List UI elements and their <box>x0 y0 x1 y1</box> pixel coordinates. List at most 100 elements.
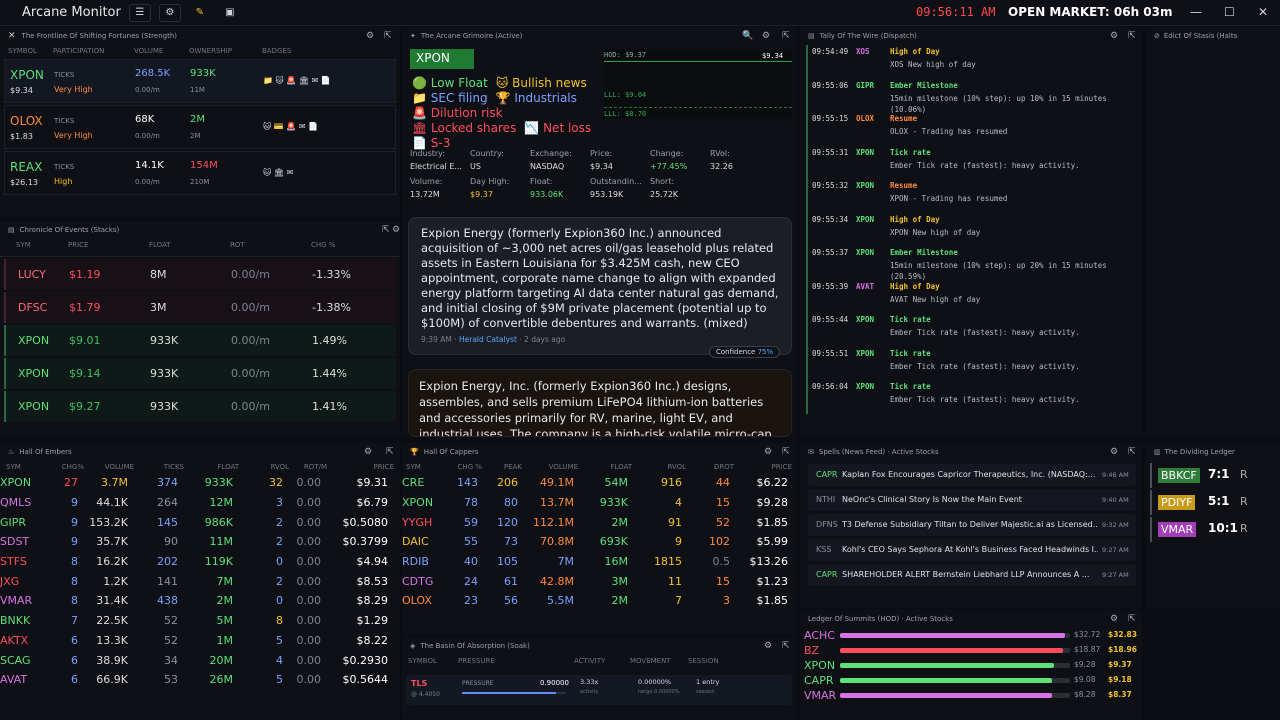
table-cell: 52 <box>164 633 178 647</box>
table-row[interactable]: QMLS 9 44.1K 264 12M 3 0.00 $6.79 <box>0 493 400 513</box>
maximize-icon[interactable]: ☐ <box>1224 5 1235 19</box>
table-row[interactable]: GIPR 9 153.2K 145 986K 2 0.00 $0.5080 <box>0 512 400 532</box>
active-symbol[interactable]: XPON <box>410 49 474 69</box>
gear-icon[interactable]: ⚙ <box>392 225 401 235</box>
table-row[interactable]: REAX $26.13 TICKS High 14.1K 0.00/m 154M 210M 🐱 … <box>4 151 396 195</box>
summit-row[interactable]: VMAR $8.28 $8.37 <box>804 688 1142 703</box>
ledger-item[interactable]: VMAR 10:1 R <box>1150 517 1276 542</box>
wire-item[interactable]: 09:55:06 GIPR Ember Milestone 15min milesto… <box>806 78 1142 114</box>
pin-icon[interactable]: ⇱ <box>384 31 392 41</box>
wire-item[interactable]: 09:54:49 XOS High of Day XOS New high of da… <box>806 45 1142 79</box>
news-item[interactable]: DFNS T3 Defense Subsidiary Tiltan to Deli… <box>808 514 1136 536</box>
table-row[interactable]: RDIB 40 105 7M 16M 1815 0.5 $13.26 <box>402 552 796 572</box>
table-row[interactable]: OLOX 23 56 5.5M 2M 7 3 $1.85 <box>402 591 796 611</box>
wire-item[interactable]: 09:55:32 XPON Resume XPON - Trading has res… <box>806 179 1142 213</box>
table-cell: 7 <box>71 614 78 628</box>
window-icon[interactable]: ▣ <box>225 7 235 18</box>
search-icon[interactable]: 🔍 <box>742 31 754 41</box>
panel-title: Hall Of Cappers <box>423 448 479 456</box>
gear-icon[interactable]: ⚙ <box>764 447 773 457</box>
summit-row[interactable]: BZ $18.87 $18.96 <box>804 643 1142 658</box>
gear-icon[interactable]: ⚙ <box>762 31 771 41</box>
table-row[interactable]: BNKK 7 22.5K 52 5M 8 0.00 $1.29 <box>0 611 400 631</box>
table-row[interactable]: SDST 9 35.7K 90 11M 2 0.00 $0.3799 <box>0 532 400 552</box>
table-row[interactable]: XPON $9.01 933K 0.00/m 1.49% <box>4 325 396 356</box>
wire-item[interactable]: 09:55:34 XPON High of Day XPON New high of … <box>806 212 1142 246</box>
table-row[interactable]: OLOX $1.83 TICKS Very High 68K 0.00/m 2M 2M 🐱 💳 … <box>4 105 396 149</box>
ledger-item[interactable]: PDIYF 5:1 R <box>1150 490 1276 515</box>
wire-item[interactable]: 09:55:37 XPON Ember Milestone 15min milesto… <box>806 246 1142 281</box>
wire-item[interactable]: 09:55:44 XPON Tick rate Ember Tick rate (fa… <box>806 313 1142 347</box>
summit-row[interactable]: XPON $9.28 $9.37 <box>804 658 1142 673</box>
gear-icon[interactable]: ⚙ <box>158 3 181 22</box>
stat-value: 32.26 <box>710 162 733 171</box>
table-row[interactable]: SCAG 6 38.9K 34 20M 4 0.00 $0.2930 <box>0 650 400 670</box>
wire-item[interactable]: 09:56:04 XPON Tick rate Ember Tick rate (fa… <box>806 380 1142 414</box>
wire-item[interactable]: 09:55:39 AVAT High of Day AVAT New high of … <box>806 279 1142 313</box>
pin-icon[interactable]: ⇱ <box>782 447 790 457</box>
wire-symbol: OLOX <box>856 114 875 123</box>
news-card[interactable]: Expion Energy (formerly Expion360 Inc.) … <box>408 217 792 358</box>
table-row[interactable]: XPON $9.27 933K 0.00/m 1.41% <box>4 391 396 422</box>
close-icon[interactable]: ✕ <box>8 31 16 41</box>
wire-time: 09:55:37 <box>812 248 849 257</box>
volume-value: 68K <box>135 114 155 125</box>
minimize-icon[interactable]: — <box>1190 5 1202 19</box>
table-cell: 916 <box>661 476 682 490</box>
wire-headline: High of Day <box>890 281 940 291</box>
gear-icon[interactable]: ⚙ <box>366 31 375 41</box>
table-row[interactable]: DFSC $1.79 3M 0.00/m -1.38% <box>4 292 396 323</box>
table-cell: 13.7M <box>540 496 574 510</box>
table-row[interactable]: AKTX 6 13.3K 52 1M 5 0.00 $8.22 <box>0 631 400 651</box>
table-cell: 6 <box>71 653 78 667</box>
pin-icon[interactable]: ⇱ <box>1128 447 1136 457</box>
table-row[interactable]: VMAR 8 31.4K 438 2M 0 0.00 $8.29 <box>0 591 400 611</box>
wire-item[interactable]: 09:55:31 XPON Tick rate Ember Tick rate (fa… <box>806 145 1142 179</box>
table-row[interactable]: AVAT 6 66.9K 53 26M 5 0.00 $0.5644 <box>0 670 400 690</box>
gear-icon[interactable]: ⚙ <box>1110 447 1119 457</box>
gear-icon[interactable]: ⚙ <box>1110 614 1119 624</box>
table-row[interactable]: DAIC 55 73 70.8M 693K 9 102 $5.99 <box>402 532 796 552</box>
wire-symbol: XOS <box>856 47 870 56</box>
summit-row[interactable]: ACHC $32.72 $32.83 <box>804 628 1142 643</box>
table-row[interactable]: LUCY $1.19 8M 0.00/m -1.33% <box>4 259 396 290</box>
gear-icon[interactable]: ⚙ <box>364 447 373 457</box>
table-cell: 52 <box>164 614 178 628</box>
tag-badge: 🐱 Bullish news <box>495 76 587 90</box>
news-item[interactable]: CAPR SHAREHOLDER ALERT Bernstein Liebhard… <box>808 564 1136 586</box>
table-row[interactable]: JXG 8 1.2K 141 7M 2 0.00 $8.53 <box>0 571 400 591</box>
table-row[interactable]: CRE 143 206 49.1M 54M 916 44 $6.22 <box>402 473 796 493</box>
pin-icon[interactable]: ⇱ <box>386 447 394 457</box>
basin-row[interactable]: TLS @ 4.4050 PRESSURE 0.90000 3.33x acti… <box>406 675 792 705</box>
news-source: Herald Catalyst <box>458 335 517 344</box>
pin-icon[interactable]: ⇱ <box>382 225 390 235</box>
pin-icon[interactable]: ⇱ <box>782 641 790 651</box>
gear-icon[interactable]: ⚙ <box>1110 31 1119 41</box>
news-item[interactable]: CAPR Kaplan Fox Encourages Capricor Thera… <box>808 464 1136 486</box>
table-cell: RDIB <box>402 555 429 569</box>
table-row[interactable]: XPON 27 3.7M 374 933K 32 0.00 $9.31 <box>0 473 400 493</box>
wire-item[interactable]: 09:55:15 OLOX Resume OLOX - Trading has res… <box>806 112 1142 146</box>
drop-icon: ◈ <box>410 642 416 650</box>
summit-row[interactable]: CAPR $9.08 $9.18 <box>804 673 1142 688</box>
news-item[interactable]: KSS Kohl's CEO Says Sephora At Kohl's Bus… <box>808 539 1136 561</box>
wire-item[interactable]: 09:55:51 XPON Tick rate Ember Tick rate (fa… <box>806 346 1142 380</box>
news-item[interactable]: NTHI NeOnc's Clinical Story Is Now the Ma… <box>808 489 1136 511</box>
gear-icon[interactable]: ⚙ <box>764 641 773 651</box>
menu-icon[interactable]: ☰ <box>128 3 151 22</box>
table-cell: BNKK <box>0 614 31 628</box>
pencil-icon[interactable]: ✎ <box>195 7 205 18</box>
table-cell: YYGH <box>402 515 433 529</box>
table-row[interactable]: YYGH 59 120 112.1M 2M 91 52 $1.85 <box>402 512 796 532</box>
pin-icon[interactable]: ⇱ <box>1128 31 1136 41</box>
table-row[interactable]: XPON 78 80 13.7M 933K 4 15 $9.28 <box>402 493 796 513</box>
table-row[interactable]: STFS 8 16.2K 202 119K 0 0.00 $4.94 <box>0 552 400 572</box>
ledger-item[interactable]: BBKCF 7:1 R <box>1150 463 1276 488</box>
panel-title: The Dividing Ledger <box>1164 448 1235 456</box>
table-row[interactable]: XPON $9.14 933K 0.00/m 1.44% <box>4 358 396 389</box>
pin-icon[interactable]: ⇱ <box>1128 614 1136 624</box>
pin-icon[interactable]: ⇱ <box>782 31 790 41</box>
table-row[interactable]: CDTG 24 61 42.8M 3M 11 15 $1.23 <box>402 571 796 591</box>
close-icon[interactable]: ✕ <box>1258 5 1269 19</box>
table-row[interactable]: XPON $9.34 TICKS Very High 268.5K 0.00/m 933K 1… <box>4 59 396 103</box>
